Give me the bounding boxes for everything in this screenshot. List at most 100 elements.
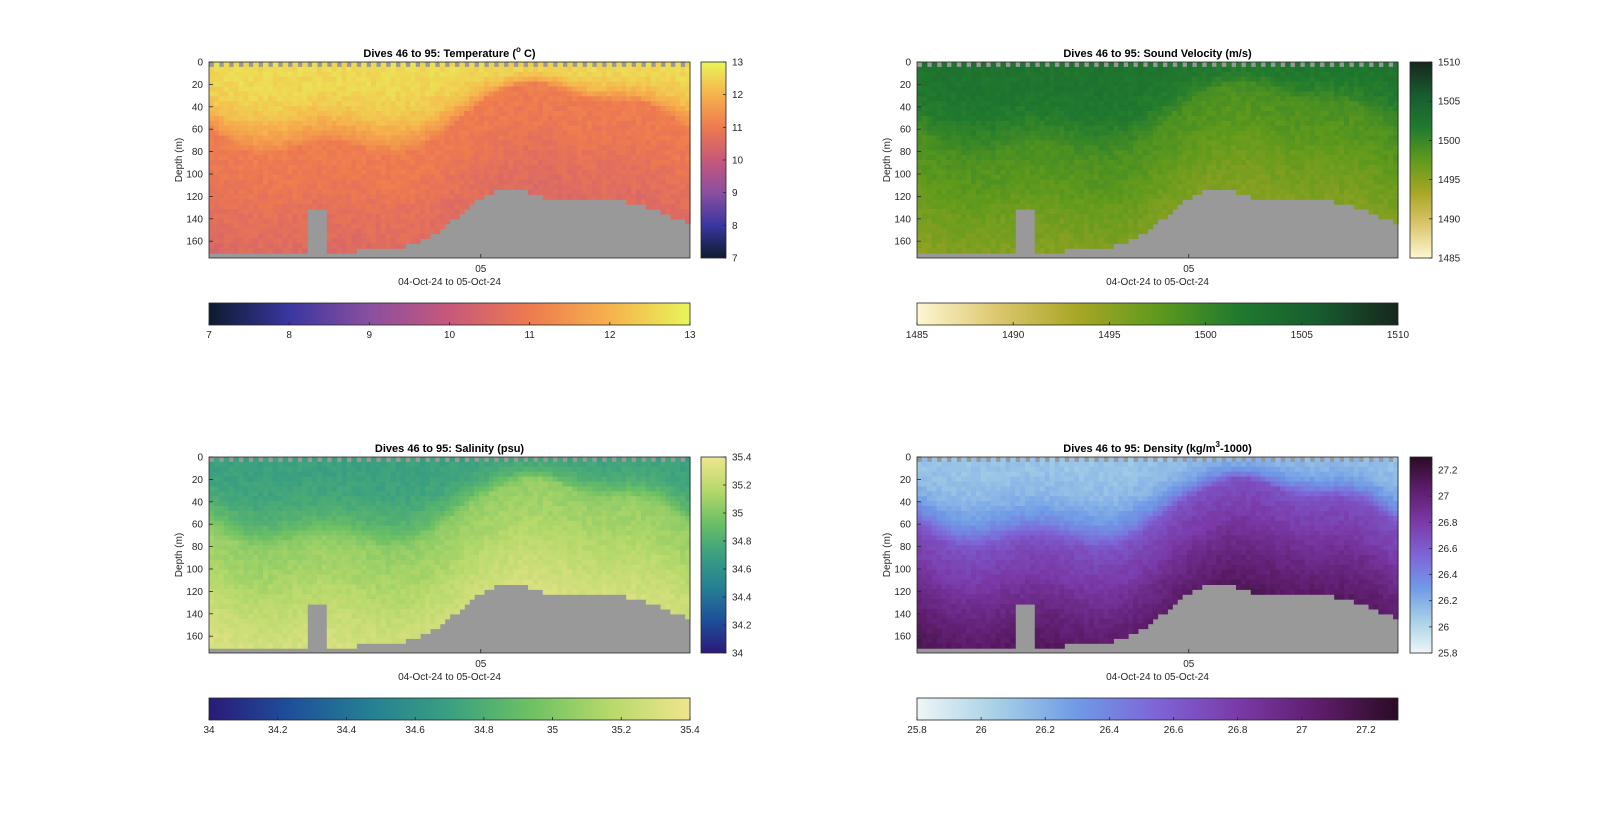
heatmap-cell — [356, 209, 362, 215]
ytick-label: 20 — [192, 80, 204, 91]
heatmap-cell — [424, 115, 431, 122]
heatmap-cell — [961, 218, 967, 225]
heatmap-cell — [380, 125, 387, 132]
heatmap-cell — [1029, 140, 1036, 146]
heatmap-cell — [1113, 164, 1119, 171]
heatmap-cell — [370, 218, 377, 225]
heatmap-cell — [326, 96, 333, 102]
heatmap-cell — [420, 223, 426, 230]
heatmap-cell — [233, 91, 240, 97]
heatmap-cell — [282, 223, 289, 230]
heatmap-cell — [626, 155, 632, 161]
heatmap-cell — [611, 194, 617, 200]
heatmap-cell — [238, 155, 244, 161]
heatmap-cell — [385, 213, 392, 220]
heatmap-cell — [582, 140, 588, 146]
heatmap-cell — [582, 179, 588, 186]
heatmap-cell — [272, 120, 279, 127]
heatmap-cell — [961, 189, 967, 195]
heatmap-cell — [1142, 150, 1149, 156]
heatmap-cell — [370, 164, 377, 171]
heatmap-cell — [606, 120, 613, 127]
heatmap-cell — [956, 66, 962, 73]
heatmap-cell — [606, 174, 613, 181]
heatmap-cell — [262, 86, 269, 92]
heatmap-cell — [1108, 238, 1114, 244]
heatmap-cell — [951, 238, 957, 244]
heatmap-cell — [1054, 169, 1060, 176]
heatmap-cell — [277, 160, 284, 166]
heatmap-cell — [616, 155, 622, 161]
heatmap-cell — [665, 96, 671, 102]
heatmap-cell — [936, 228, 943, 235]
heatmap-cell — [1044, 130, 1051, 137]
heatmap-cell — [503, 164, 509, 171]
heatmap-cell — [341, 238, 348, 244]
heatmap-cell — [557, 66, 563, 73]
heatmap-cell — [297, 223, 303, 230]
heatmap-cell — [537, 164, 544, 171]
heatmap-cell — [518, 101, 524, 107]
heatmap-cell — [970, 145, 977, 151]
heatmap-cell — [547, 111, 554, 117]
heatmap-cell — [680, 66, 686, 73]
heatmap-cells — [917, 62, 1399, 254]
heatmap-cell — [966, 248, 972, 254]
heatmap-cell — [424, 233, 431, 239]
heatmap-cell — [493, 184, 500, 190]
heatmap-cell — [523, 135, 529, 141]
heatmap-cell — [302, 248, 308, 254]
heatmap-cell — [336, 238, 343, 244]
heatmap-cell — [557, 81, 563, 88]
heatmap-cell — [238, 243, 244, 249]
heatmap-cell — [346, 71, 352, 78]
heatmap-cell — [995, 155, 1002, 161]
heatmap-cell — [680, 101, 686, 107]
heatmap-cell — [577, 62, 583, 68]
heatmap-cell — [980, 213, 987, 220]
heatmap-cell — [380, 86, 387, 92]
heatmap-cell — [542, 120, 549, 127]
heatmap-cell — [547, 194, 554, 200]
heatmap-cell — [267, 81, 274, 88]
heatmap-cell — [1044, 160, 1051, 166]
heatmap-cell — [966, 243, 972, 249]
heatmap-cell — [321, 71, 328, 78]
heatmap-cell — [415, 194, 421, 200]
heatmap-cell — [233, 101, 240, 107]
heatmap-cell — [282, 233, 289, 239]
heatmap-cell — [665, 66, 671, 73]
heatmap-cell — [297, 199, 303, 205]
heatmap-cell — [1054, 233, 1060, 239]
heatmap-cell — [1074, 140, 1080, 146]
heatmap-cell — [951, 106, 957, 112]
heatmap-cell — [1064, 101, 1070, 107]
heatmap-cell — [513, 155, 519, 161]
heatmap-cell — [454, 213, 460, 220]
heatmap-cell — [1005, 130, 1011, 137]
heatmap-cell — [356, 189, 362, 195]
heatmap-cell — [1069, 209, 1075, 215]
heatmap-cell — [966, 96, 972, 102]
heatmap-cell — [675, 130, 681, 137]
heatmap-cell — [272, 130, 279, 137]
heatmap-cell — [1083, 213, 1090, 220]
heatmap-cell — [454, 164, 460, 171]
heatmap-cell — [990, 164, 997, 171]
heatmap-cell — [1054, 155, 1060, 161]
heatmap-cell — [995, 174, 1002, 181]
heatmap-cell — [464, 76, 470, 83]
heatmap-cell — [936, 125, 943, 132]
heatmap-cell — [596, 130, 603, 137]
heatmap-cell — [537, 111, 544, 117]
heatmap-cell — [439, 150, 446, 156]
heatmap-cell — [951, 125, 957, 132]
heatmap-cell — [1113, 120, 1119, 127]
heatmap-cell — [645, 204, 652, 210]
heatmap-cell — [1034, 174, 1041, 181]
heatmap-cell — [518, 81, 524, 88]
heatmap-cell — [375, 91, 382, 97]
heatmap-cell — [586, 164, 593, 171]
heatmap-cell — [1000, 150, 1006, 156]
heatmap-cell — [951, 184, 957, 190]
